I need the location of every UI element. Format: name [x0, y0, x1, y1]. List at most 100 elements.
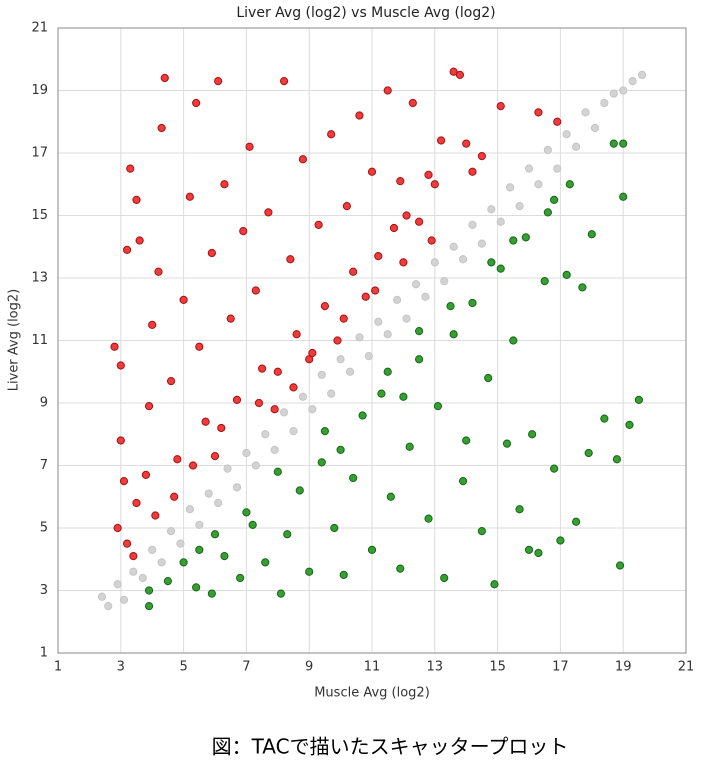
y-tick-label: 17 [31, 146, 48, 161]
x-axis-label: Muscle Avg (log2) [314, 686, 430, 701]
point [261, 558, 270, 567]
point [619, 192, 628, 201]
point [220, 552, 229, 561]
point [509, 236, 518, 245]
point [462, 139, 471, 148]
point [433, 402, 443, 411]
point [468, 167, 477, 176]
point [364, 352, 373, 361]
point [408, 98, 417, 108]
point [468, 298, 477, 308]
point [540, 277, 549, 286]
point [336, 355, 345, 364]
point [487, 205, 496, 214]
point [327, 130, 336, 139]
point [534, 108, 543, 117]
point [361, 292, 370, 301]
point [625, 420, 634, 429]
point [415, 327, 424, 336]
point [195, 545, 204, 554]
point [587, 230, 596, 239]
point [273, 367, 282, 376]
point [195, 342, 204, 351]
y-tick-label: 19 [31, 83, 48, 98]
point [556, 536, 565, 545]
point [192, 583, 201, 592]
point [185, 505, 194, 514]
point [367, 167, 377, 176]
point [144, 586, 154, 595]
x-tick-label: 15 [489, 660, 506, 675]
point [440, 277, 449, 286]
point [411, 280, 421, 289]
y-tick-label: 21 [31, 21, 48, 36]
y-tick-label: 13 [31, 271, 48, 286]
point [430, 258, 439, 267]
point [336, 445, 345, 454]
point [148, 545, 157, 554]
point [628, 77, 637, 86]
point [578, 283, 587, 292]
x-tick-label: 21 [678, 660, 695, 675]
point [160, 73, 169, 83]
point [496, 102, 505, 111]
point [534, 548, 543, 558]
point [462, 436, 471, 445]
point [377, 389, 386, 398]
point [116, 361, 125, 370]
point [477, 152, 486, 161]
point [122, 245, 132, 254]
point [543, 145, 552, 154]
y-tick-label: 15 [31, 208, 48, 223]
point [144, 602, 154, 611]
y-tick-label: 1 [40, 646, 48, 661]
point [386, 492, 395, 501]
point [345, 367, 355, 376]
point [116, 436, 125, 445]
chart-title: Liver Avg (log2) vs Muscle Avg (log2) [236, 5, 495, 21]
point [195, 520, 204, 529]
point [449, 330, 458, 339]
point [314, 220, 323, 229]
point [226, 314, 235, 323]
x-tick-label: 19 [615, 660, 632, 675]
point [166, 527, 176, 536]
point [590, 123, 600, 133]
point [258, 364, 267, 373]
point [317, 458, 326, 467]
point [405, 442, 414, 451]
point [261, 430, 270, 439]
point [207, 248, 216, 258]
point [122, 539, 132, 548]
point [402, 211, 411, 220]
point [550, 195, 559, 204]
point [245, 142, 254, 151]
point [210, 530, 220, 539]
point [615, 561, 625, 570]
point [166, 377, 176, 386]
point [135, 236, 144, 245]
point [415, 355, 424, 364]
point [619, 139, 628, 148]
point [210, 452, 220, 461]
x-tick-label: 7 [242, 660, 250, 675]
point [232, 483, 242, 492]
point [119, 595, 129, 604]
point [132, 498, 141, 508]
point [248, 520, 257, 529]
point [104, 602, 113, 611]
point [97, 592, 107, 601]
point [286, 255, 295, 264]
point [458, 477, 468, 486]
point [581, 108, 590, 117]
point [144, 402, 154, 411]
y-tick-label: 9 [40, 396, 48, 411]
point [339, 314, 348, 323]
point [163, 577, 172, 586]
point [449, 67, 458, 76]
point [320, 302, 329, 311]
point [455, 70, 465, 79]
point [521, 233, 530, 242]
x-tick-label: 11 [364, 660, 381, 675]
point [349, 267, 358, 276]
